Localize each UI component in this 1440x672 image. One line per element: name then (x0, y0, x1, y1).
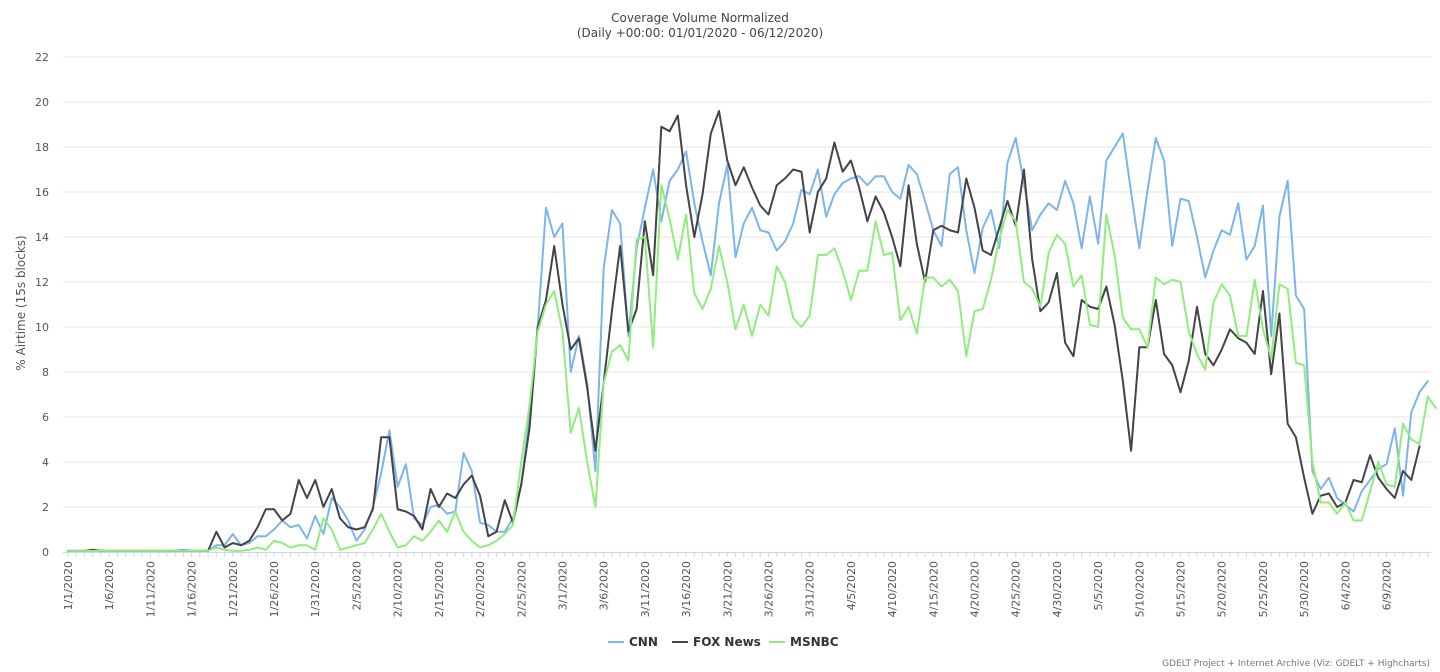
x-tick-label: 3/6/2020 (598, 561, 611, 610)
x-tick-label: 5/5/2020 (1092, 561, 1105, 610)
y-tick-label: 12 (35, 276, 49, 289)
chart-credit: GDELT Project + Internet Archive (Viz: G… (1162, 659, 1430, 669)
x-tick-label: 1/6/2020 (103, 561, 116, 610)
x-tick-label: 1/26/2020 (268, 561, 281, 617)
legend-item-msnbc[interactable]: MSNBC (769, 635, 839, 649)
legend-label: CNN (629, 635, 658, 649)
x-tick-label: 5/15/2020 (1175, 561, 1188, 617)
x-tick-label: 2/5/2020 (350, 561, 363, 610)
x-tick-label: 1/11/2020 (144, 561, 157, 617)
x-tick-label: 5/20/2020 (1216, 561, 1229, 617)
x-tick-label: 6/4/2020 (1339, 561, 1352, 610)
y-tick-label: 2 (42, 501, 49, 514)
x-tick-label: 3/11/2020 (639, 561, 652, 617)
chart-subtitle: (Daily +00:00: 01/01/2020 - 06/12/2020) (577, 26, 823, 40)
x-tick-label: 2/25/2020 (515, 561, 528, 617)
y-tick-label: 16 (35, 186, 49, 199)
x-tick-label: 1/16/2020 (186, 561, 199, 617)
y-tick-label: 22 (35, 51, 49, 64)
legend-item-cnn[interactable]: CNN (608, 635, 658, 649)
x-tick-label: 4/15/2020 (927, 561, 940, 617)
y-tick-label: 14 (35, 231, 49, 244)
x-tick-label: 3/21/2020 (721, 561, 734, 617)
x-tick-label: 4/20/2020 (969, 561, 982, 617)
chart-title: Coverage Volume Normalized (611, 11, 789, 25)
gridlines (63, 56, 1431, 508)
legend-label: MSNBC (790, 635, 839, 649)
x-tick-label: 1/21/2020 (227, 561, 240, 617)
y-tick-label: 8 (42, 366, 49, 379)
series-lines (67, 110, 1437, 552)
y-tick-label: 0 (42, 546, 49, 559)
y-axis-label: % Airtime (15s blocks) (14, 235, 28, 370)
x-tick-label: 3/1/2020 (556, 561, 569, 610)
x-tick-label: 5/10/2020 (1133, 561, 1146, 617)
series-line-fox-news (67, 110, 1421, 552)
x-tick-label: 3/31/2020 (804, 561, 817, 617)
x-tick-label: 3/26/2020 (762, 561, 775, 617)
x-tick-label: 2/20/2020 (474, 561, 487, 617)
y-tick-label: 20 (35, 96, 49, 109)
x-tick-label: 4/5/2020 (845, 561, 858, 610)
x-tick-label: 4/10/2020 (886, 561, 899, 617)
series-line-cnn (67, 132, 1429, 552)
x-tick-label: 1/1/2020 (62, 561, 75, 610)
x-tick-label: 2/10/2020 (392, 561, 405, 617)
x-tick-label: 3/16/2020 (680, 561, 693, 617)
x-tick-label: 5/30/2020 (1298, 561, 1311, 617)
series-line-msnbc (67, 184, 1437, 552)
legend[interactable]: CNN FOX News MSNBC (608, 635, 839, 649)
y-tick-label: 6 (42, 411, 49, 424)
y-axis-ticks: 0 2 4 6 8 10 12 14 16 18 20 22 (35, 51, 49, 559)
y-tick-label: 10 (35, 321, 49, 334)
x-tick-label: 6/9/2020 (1381, 561, 1394, 610)
x-tick-label: 4/30/2020 (1051, 561, 1064, 617)
y-tick-label: 4 (42, 456, 49, 469)
y-tick-label: 18 (35, 141, 49, 154)
x-tick-label: 5/25/2020 (1257, 561, 1270, 617)
x-tick-label: 1/31/2020 (309, 561, 322, 617)
x-tick-label: 2/15/2020 (433, 561, 446, 617)
x-axis-ticks: 1/1/2020 1/6/2020 1/11/2020 1/16/2020 1/21/2… (62, 552, 1429, 617)
x-tick-label: 4/25/2020 (1010, 561, 1023, 617)
legend-item-fox-news[interactable]: FOX News (672, 635, 761, 649)
legend-label: FOX News (693, 635, 761, 649)
